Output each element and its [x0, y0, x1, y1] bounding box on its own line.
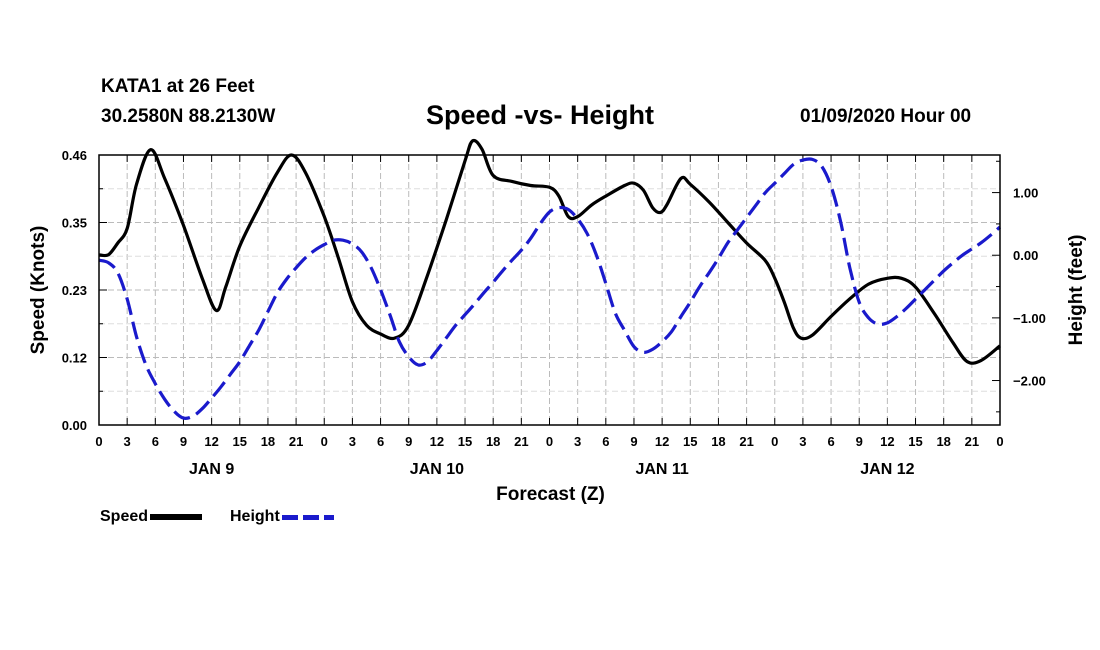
axis-ticks: [98, 154, 1001, 426]
x-tick-label: 21: [965, 434, 979, 449]
y-left-tick-label: 0.12: [62, 351, 87, 366]
y-left-tick-label: 0.35: [62, 216, 87, 231]
x-tick-label: 9: [630, 434, 637, 449]
x-tick-label: 6: [602, 434, 609, 449]
x-tick-label: 21: [514, 434, 528, 449]
x-tick-label: 9: [180, 434, 187, 449]
y-left-tick-label: 0.46: [62, 148, 87, 163]
x-tick-label: 3: [574, 434, 581, 449]
x-tick-label: 0: [321, 434, 328, 449]
series-line-speed: [98, 138, 1002, 365]
x-tick-label: 15: [908, 434, 922, 449]
legend-label-height: Height: [230, 508, 280, 525]
x-tick-label: 9: [856, 434, 863, 449]
legend-item-speed: Speed: [100, 508, 203, 526]
run-datetime: 01/09/2020 Hour 00: [800, 106, 972, 127]
left-axis-title: Speed (Knots): [28, 226, 49, 355]
x-tick-label: 15: [683, 434, 697, 449]
series-line-height: [98, 157, 1002, 420]
y-right-tick-label: −1.00: [1013, 311, 1046, 326]
x-tick-label: 12: [880, 434, 894, 449]
y-right-tick-label: 1.00: [1013, 186, 1038, 201]
x-tick-label: 18: [936, 434, 950, 449]
plot-frame: [98, 154, 1001, 426]
legend-item-height: Height: [230, 508, 334, 526]
x-tick-label: 12: [204, 434, 218, 449]
x-tick-label: 18: [261, 434, 275, 449]
x-tick-label: 12: [430, 434, 444, 449]
y-left-tick-label: 0.00: [62, 418, 87, 433]
y-right-tick-label: −2.00: [1013, 374, 1046, 389]
x-tick-label: 6: [827, 434, 834, 449]
y-right-tick-label: 0.00: [1013, 248, 1038, 263]
grid: [99, 154, 1000, 425]
x-tick-label: 12: [655, 434, 669, 449]
x-tick-label: 15: [458, 434, 472, 449]
station-title: KATA1 at 26 Feet: [101, 76, 255, 97]
x-tick-label: 0: [546, 434, 553, 449]
day-label: JAN 10: [410, 461, 464, 478]
day-label: JAN 11: [635, 461, 688, 478]
x-tick-label: 21: [289, 434, 303, 449]
x-tick-label: 15: [233, 434, 247, 449]
x-tick-label: 0: [95, 434, 102, 449]
y-left-tick-label: 0.23: [62, 283, 87, 298]
x-tick-label: 18: [486, 434, 500, 449]
legend-label-speed: Speed: [100, 508, 149, 525]
x-axis-title: Forecast (Z): [496, 484, 605, 505]
x-tick-label: 0: [996, 434, 1003, 449]
chart-title: Speed -vs- Height: [426, 100, 655, 130]
x-tick-label: 6: [152, 434, 159, 449]
axis-labels: 0 3 6 9 12 15 18 21 0 3 6 9 12 15 18 21 0 3 6 9 12 15 18 21 0 3 6 9…: [62, 148, 1046, 478]
legend-swatch-height: [281, 515, 334, 520]
x-tick-label: 9: [405, 434, 412, 449]
series: [98, 138, 1002, 420]
x-tick-label: 18: [711, 434, 725, 449]
x-tick-label: 3: [124, 434, 131, 449]
x-tick-label: 6: [377, 434, 384, 449]
day-label: JAN 9: [189, 461, 234, 478]
x-tick-label: 3: [349, 434, 356, 449]
x-tick-label: 21: [739, 434, 753, 449]
legend-swatch-speed: [150, 514, 203, 520]
day-label: JAN 12: [860, 461, 914, 478]
x-tick-label: 3: [799, 434, 806, 449]
station-coordinates: 30.2580N 88.2130W: [101, 106, 276, 127]
right-axis-title: Height (feet): [1066, 235, 1087, 346]
x-tick-label: 0: [771, 434, 778, 449]
